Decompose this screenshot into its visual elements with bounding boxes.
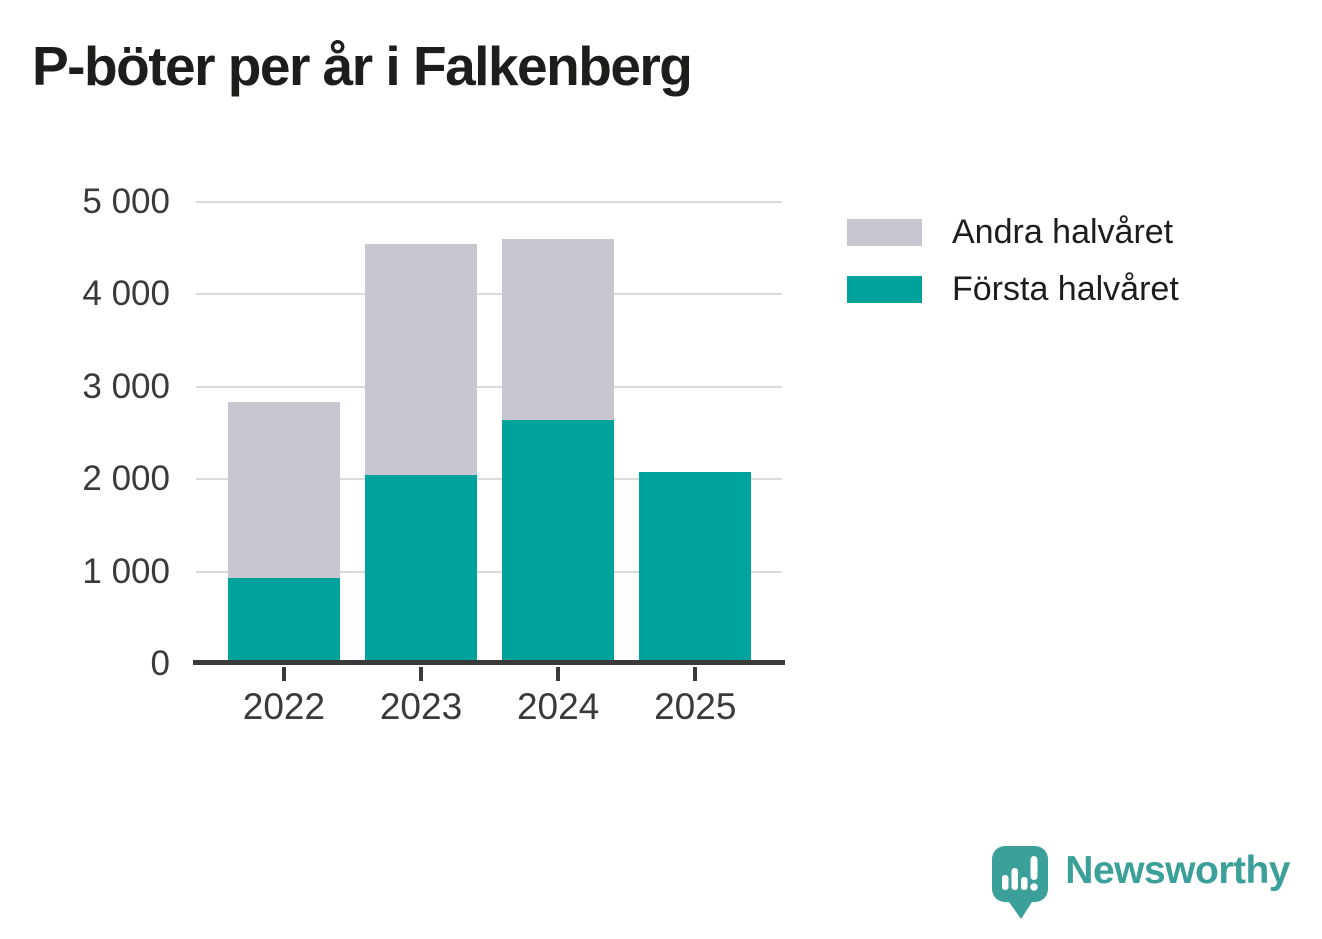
legend-item: Andra halvåret [847, 213, 1179, 251]
x-axis-tick [556, 667, 561, 681]
x-axis-tick [419, 667, 424, 681]
gridline [196, 201, 782, 203]
y-axis-label: 3 000 [82, 366, 170, 406]
x-axis-tick [693, 667, 698, 681]
logo-bubble-bar-chart-icon [992, 846, 1049, 925]
legend-swatch [847, 276, 922, 303]
bar-group-2024 [502, 238, 615, 664]
bar-group-2023 [365, 243, 478, 664]
bar-segment-andra-halvaret [365, 243, 478, 475]
legend-label: Första halvåret [952, 270, 1179, 308]
x-axis-label: 2024 [516, 686, 600, 727]
legend-label: Andra halvåret [952, 213, 1174, 251]
chart-title: P-böter per år i Falkenberg [32, 35, 693, 97]
x-axis-tick [281, 667, 286, 681]
logo-wordmark: Newsworthy [1065, 849, 1290, 892]
y-axis-label: 0 [150, 644, 170, 683]
legend-swatch [847, 219, 922, 246]
bar-segment-forsta-halvaret [639, 471, 752, 664]
y-axis-label: 2 000 [82, 459, 170, 499]
legend: Andra halvåret Första halvåret [847, 213, 1179, 333]
bar-group-2022 [227, 401, 340, 664]
y-axis-label: 4 000 [82, 274, 170, 314]
plot-area: 2022 2023 2024 2025 [193, 201, 785, 727]
gridline [196, 385, 782, 388]
bar-group-2025 [639, 471, 752, 664]
y-axis-label: 5 000 [82, 182, 170, 221]
bar-segment-andra-halvaret [502, 238, 615, 421]
gridline [196, 570, 782, 573]
gridline [196, 478, 782, 481]
x-axis-label: 2023 [379, 686, 463, 727]
bar-segment-forsta-halvaret [227, 578, 340, 664]
gridline [196, 293, 782, 296]
x-axis-label: 2025 [654, 686, 737, 727]
bar-segment-andra-halvaret [227, 401, 340, 579]
bar-segment-forsta-halvaret [365, 474, 478, 664]
newsworthy-logo: Newsworthy [992, 846, 1290, 925]
x-axis-label: 2022 [242, 686, 326, 727]
y-axis-label: 1 000 [82, 551, 170, 591]
bar-segment-forsta-halvaret [502, 420, 615, 664]
legend-item: Första halvåret [847, 270, 1179, 308]
x-axis-line [193, 660, 785, 665]
